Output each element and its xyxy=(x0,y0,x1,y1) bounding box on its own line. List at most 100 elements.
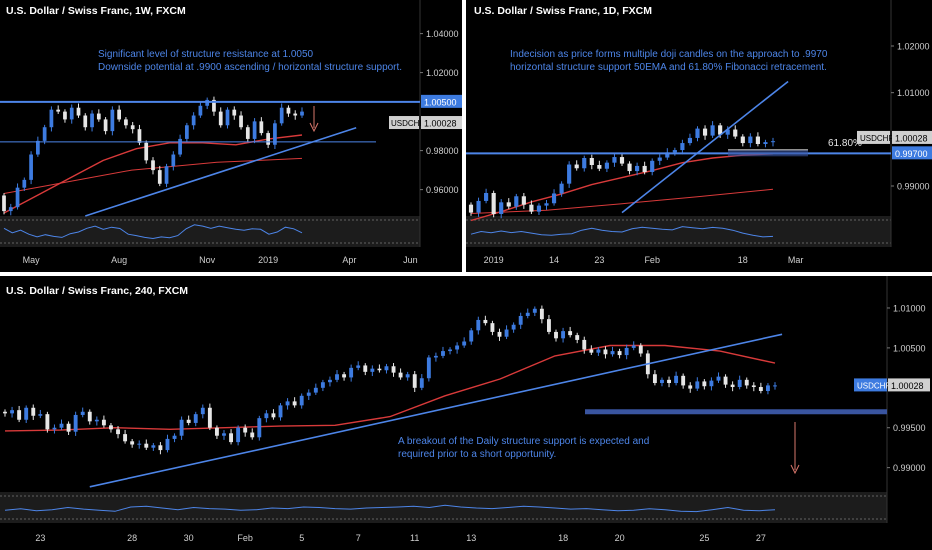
h4-candle xyxy=(561,327,566,343)
weekly-candle xyxy=(218,107,223,128)
h4-candle xyxy=(151,442,156,451)
weekly-candle-body xyxy=(286,107,291,114)
daily-candle-body xyxy=(574,164,579,169)
daily-candle-body xyxy=(484,193,489,201)
h4-candle xyxy=(497,328,502,341)
h4-candle-body xyxy=(24,407,29,420)
h4-candle-body xyxy=(342,374,347,378)
daily-symbol-tag-label: USDCHF xyxy=(860,134,893,143)
h4-annotation-line-2: required prior to a short opportunity. xyxy=(398,449,556,460)
weekly-candle-body xyxy=(42,127,47,141)
h4-candle-body xyxy=(236,427,241,443)
h4-candle-body xyxy=(292,401,297,406)
daily-x-tick-label: 14 xyxy=(549,255,559,265)
h4-candle-body xyxy=(222,433,226,436)
h4-candle xyxy=(751,382,756,392)
h4-candle-body xyxy=(455,345,460,350)
h4-candle-body xyxy=(695,381,700,389)
daily-candle-body xyxy=(589,158,594,165)
daily-x-tick-label: 2019 xyxy=(484,255,504,265)
h4-candle-body xyxy=(688,385,693,389)
h4-candle-body xyxy=(229,433,233,443)
daily-slow-ma-line xyxy=(470,188,774,214)
h4-candle-body xyxy=(243,427,248,433)
weekly-candle xyxy=(293,110,298,120)
h4-candle-body xyxy=(525,312,530,316)
daily-fib-label: 61.80% xyxy=(828,138,862,149)
daily-candle-body xyxy=(468,204,474,213)
h4-candle xyxy=(723,374,728,388)
daily-candle xyxy=(589,154,594,170)
weekly-candle xyxy=(22,177,27,191)
h4-candle-body xyxy=(94,419,99,422)
h4-candle-body xyxy=(532,308,537,313)
weekly-candle xyxy=(8,203,13,216)
h4-candle xyxy=(250,428,255,440)
weekly-candle-body xyxy=(22,179,27,188)
h4-candle-body xyxy=(306,392,311,396)
weekly-candle-body xyxy=(76,107,81,116)
daily-candle-body xyxy=(733,129,738,137)
weekly-chart-panel[interactable]: U.S. Dollar / Swiss Franc, 1W, FXCM Sign… xyxy=(0,0,462,272)
daily-candle-body xyxy=(755,136,760,144)
h4-candle-body xyxy=(200,407,205,415)
h4-candle-body xyxy=(10,410,15,414)
h4-candle xyxy=(31,404,36,420)
h4-candle-body xyxy=(426,357,431,379)
daily-candle xyxy=(506,198,511,209)
weekly-oscillator-pane xyxy=(0,216,420,247)
h4-candle xyxy=(596,347,601,356)
daily-candle xyxy=(650,158,655,176)
weekly-candle-body xyxy=(273,123,277,145)
daily-annotation-line-2: horizontal structure support 50EMA and 6… xyxy=(510,62,827,73)
daily-candle-body xyxy=(635,165,640,172)
weekly-x-tick-label: Apr xyxy=(342,255,356,265)
daily-candle-body xyxy=(582,158,587,169)
h4-candle-body xyxy=(575,335,580,340)
daily-chart-title: U.S. Dollar / Swiss Franc, 1D, FXCM xyxy=(474,5,652,17)
h4-x-tick-label: 7 xyxy=(356,533,361,543)
h4-candle-body xyxy=(335,374,339,380)
daily-candle-body xyxy=(710,125,715,136)
weekly-price-tag-resistance-label: 1.00500 xyxy=(424,97,457,107)
weekly-symbol-tag-label: USDCHF xyxy=(391,119,424,128)
h4-candle-body xyxy=(109,425,113,430)
h4-candle xyxy=(737,375,742,390)
daily-candle xyxy=(544,199,549,210)
daily-candle-body xyxy=(544,203,549,206)
weekly-oscillator-line xyxy=(3,224,303,240)
daily-candle xyxy=(748,133,753,148)
weekly-x-tick-label: Aug xyxy=(111,255,127,265)
h4-chart-panel[interactable]: U.S. Dollar / Swiss Franc, 240, FXCM A b… xyxy=(0,276,932,550)
h4-candle xyxy=(45,411,50,433)
weekly-candle-body xyxy=(124,119,128,126)
daily-candle xyxy=(695,126,700,142)
h4-candle-body xyxy=(52,427,57,430)
h4-candle-body xyxy=(469,330,474,342)
h4-candle xyxy=(123,429,128,444)
h4-candle-body xyxy=(596,349,601,353)
daily-chart-panel[interactable]: U.S. Dollar / Swiss Franc, 1D, FXCM Inde… xyxy=(466,0,932,272)
daily-candle xyxy=(597,160,602,172)
h4-candle xyxy=(426,355,431,382)
weekly-candle-body xyxy=(225,109,230,126)
h4-candle-body xyxy=(193,414,198,423)
h4-ema-line xyxy=(4,344,776,432)
h4-candle-body xyxy=(765,385,770,392)
h4-candle xyxy=(222,430,226,440)
h4-candle xyxy=(38,409,43,419)
h4-x-tick-label: 23 xyxy=(35,533,45,543)
h4-candle-body xyxy=(264,413,269,419)
weekly-candle xyxy=(110,106,115,136)
daily-candle xyxy=(551,189,557,206)
daily-candle-body xyxy=(740,136,745,144)
daily-candle-body xyxy=(536,205,542,212)
weekly-candle xyxy=(15,183,20,210)
weekly-candle-body xyxy=(69,107,74,120)
weekly-candle xyxy=(300,107,304,118)
h4-candle-body xyxy=(631,345,636,348)
h4-candle-body xyxy=(151,445,156,448)
h4-candle xyxy=(130,438,135,448)
h4-candle xyxy=(773,382,777,390)
weekly-candle xyxy=(185,122,189,143)
